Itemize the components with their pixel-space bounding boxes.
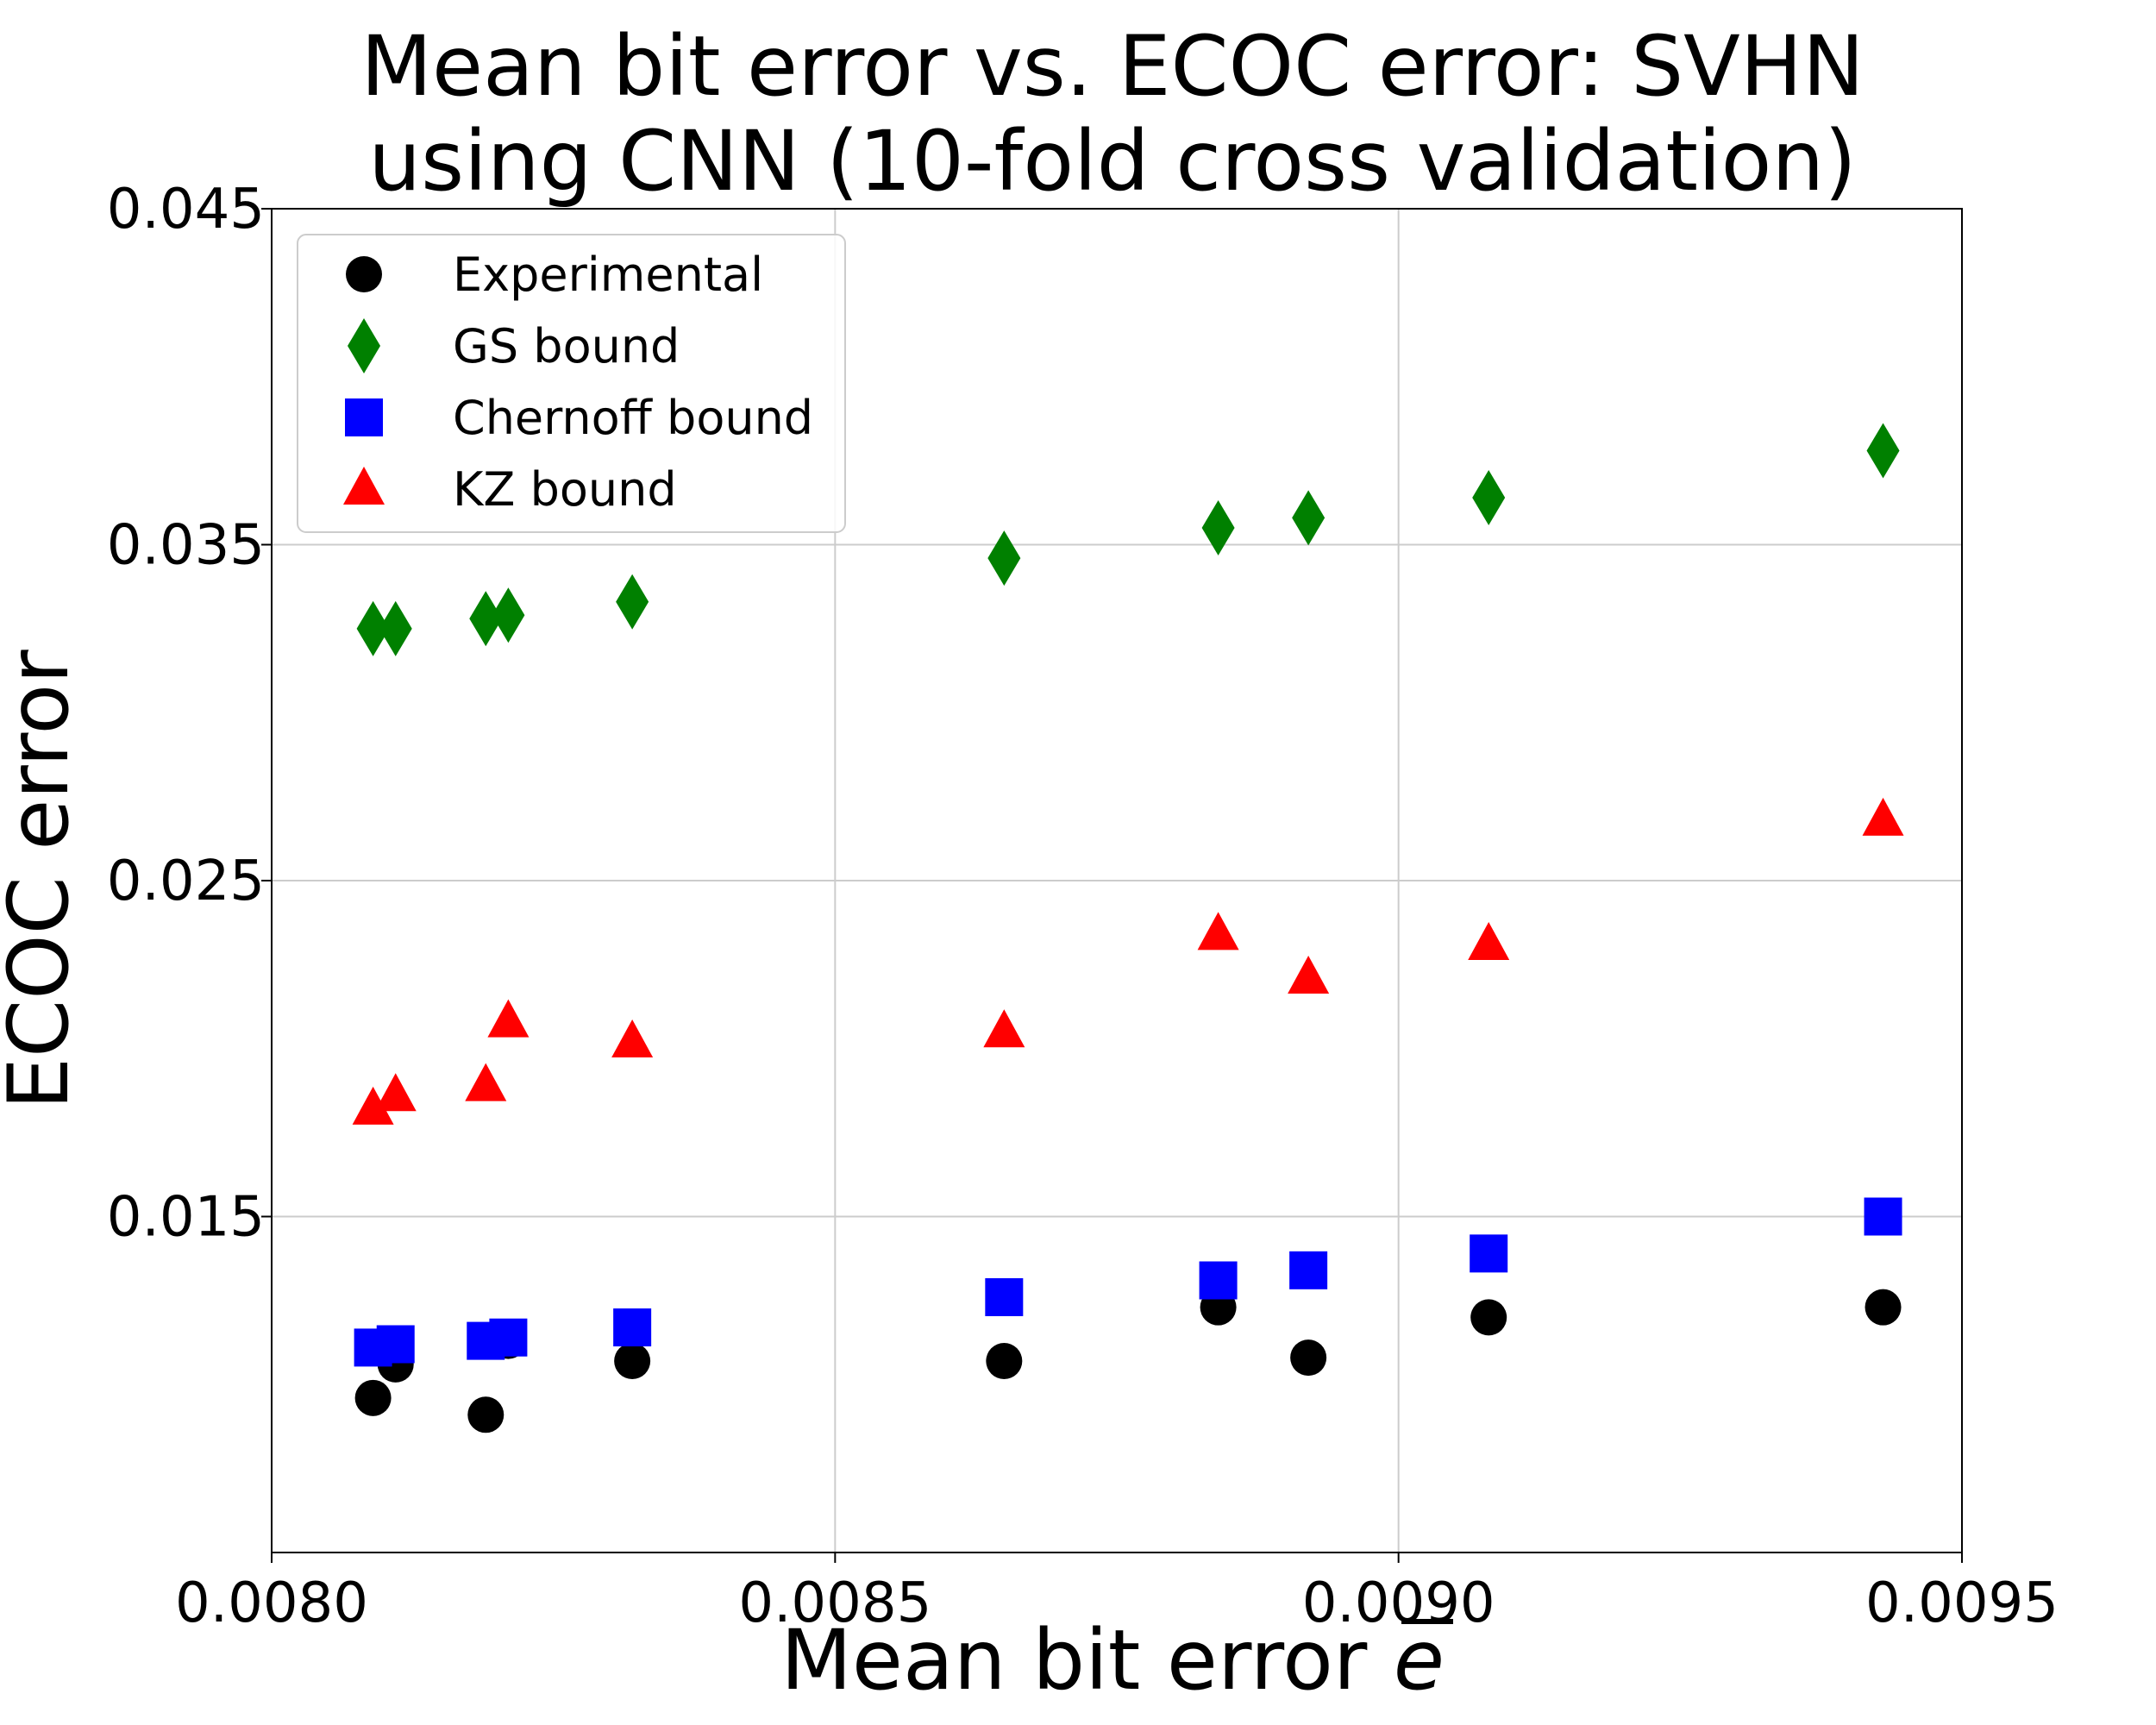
- kz-bound-point: [352, 1086, 394, 1125]
- legend: Experimental GS bound Chernoff bound KZ bou…: [297, 234, 846, 533]
- gs-bound-point: [1292, 490, 1326, 546]
- gs-bound-point: [492, 587, 525, 643]
- experimental-point: [1290, 1339, 1327, 1377]
- data-markers: [352, 423, 1904, 1433]
- legend-chernoff-bound-label: Chernoff bound: [453, 391, 813, 445]
- gs-bound-point: [616, 574, 649, 630]
- y-tick-label: 0.025: [107, 850, 265, 913]
- legend-kz-bound-label: KZ bound: [453, 462, 677, 517]
- chernoff-bound-point: [376, 1325, 415, 1364]
- legend-chernoff-bound-marker: [345, 398, 383, 436]
- chart-title-line-2: using CNN (10-fold cross validation): [368, 113, 1856, 210]
- kz-bound-point: [465, 1063, 507, 1101]
- gs-bound-point: [1201, 500, 1235, 556]
- x-axis-label: Mean bit error e: [780, 1612, 1445, 1709]
- kz-bound-point: [374, 1073, 417, 1112]
- experimental-point: [614, 1342, 651, 1379]
- legend-experimental-label: Experimental: [453, 248, 763, 302]
- chernoff-bound-point: [1470, 1234, 1508, 1273]
- kz-bound-point: [1288, 955, 1330, 994]
- experimental-point: [1865, 1289, 1902, 1326]
- chernoff-bound-point: [613, 1308, 652, 1347]
- legend-kz-bound-marker: [343, 467, 385, 505]
- experimental-point: [1470, 1299, 1507, 1336]
- y-tick-label: 0.035: [107, 514, 265, 578]
- experimental-point: [467, 1396, 505, 1433]
- gs-bound-point: [987, 530, 1021, 586]
- legend-gs-bound-marker: [348, 318, 380, 373]
- x-tick-label: 0.0080: [175, 1571, 368, 1635]
- y-axis-label: ECOC error: [0, 649, 87, 1110]
- y-tick-label: 0.045: [107, 178, 265, 242]
- legend-experimental-marker: [346, 256, 382, 292]
- gs-bound-point: [356, 600, 390, 656]
- x-tick-label: 0.0085: [738, 1571, 931, 1635]
- kz-bound-point: [1862, 797, 1904, 836]
- chernoff-bound-point: [985, 1277, 1024, 1316]
- kz-bound-point: [1197, 912, 1239, 950]
- kz-bound-point: [487, 999, 530, 1038]
- chart-title-line-1: Mean bit error vs. ECOC error: SVHN: [360, 18, 1865, 115]
- legend-gs-bound-label: GS bound: [453, 319, 680, 373]
- x-tick-label: 0.0095: [1865, 1571, 2059, 1635]
- gs-bound-point: [469, 591, 503, 647]
- chernoff-bound-point: [1289, 1251, 1328, 1289]
- experimental-point: [354, 1379, 392, 1416]
- x-axis-symbol: e: [1394, 1612, 1445, 1709]
- gs-bound-point: [379, 600, 412, 656]
- experimental-point: [986, 1342, 1023, 1379]
- kz-bound-point: [983, 1009, 1025, 1048]
- chernoff-bound-point: [489, 1318, 528, 1357]
- chernoff-bound-point: [1199, 1261, 1238, 1300]
- gs-bound-point: [1472, 469, 1506, 525]
- axis-ticks: 0.0080 0.0085 0.0090 0.0095 0.015 0.025 0.035 0…: [107, 178, 2059, 1635]
- x-tick-label: 0.0090: [1302, 1571, 1495, 1635]
- chernoff-bound-point: [1864, 1197, 1902, 1236]
- grid: [272, 209, 1962, 1552]
- legend-box: [297, 234, 846, 533]
- y-tick-label: 0.015: [107, 1186, 265, 1250]
- gs-bound-point: [1866, 423, 1900, 479]
- kz-bound-point: [611, 1019, 654, 1057]
- kz-bound-point: [1468, 922, 1510, 961]
